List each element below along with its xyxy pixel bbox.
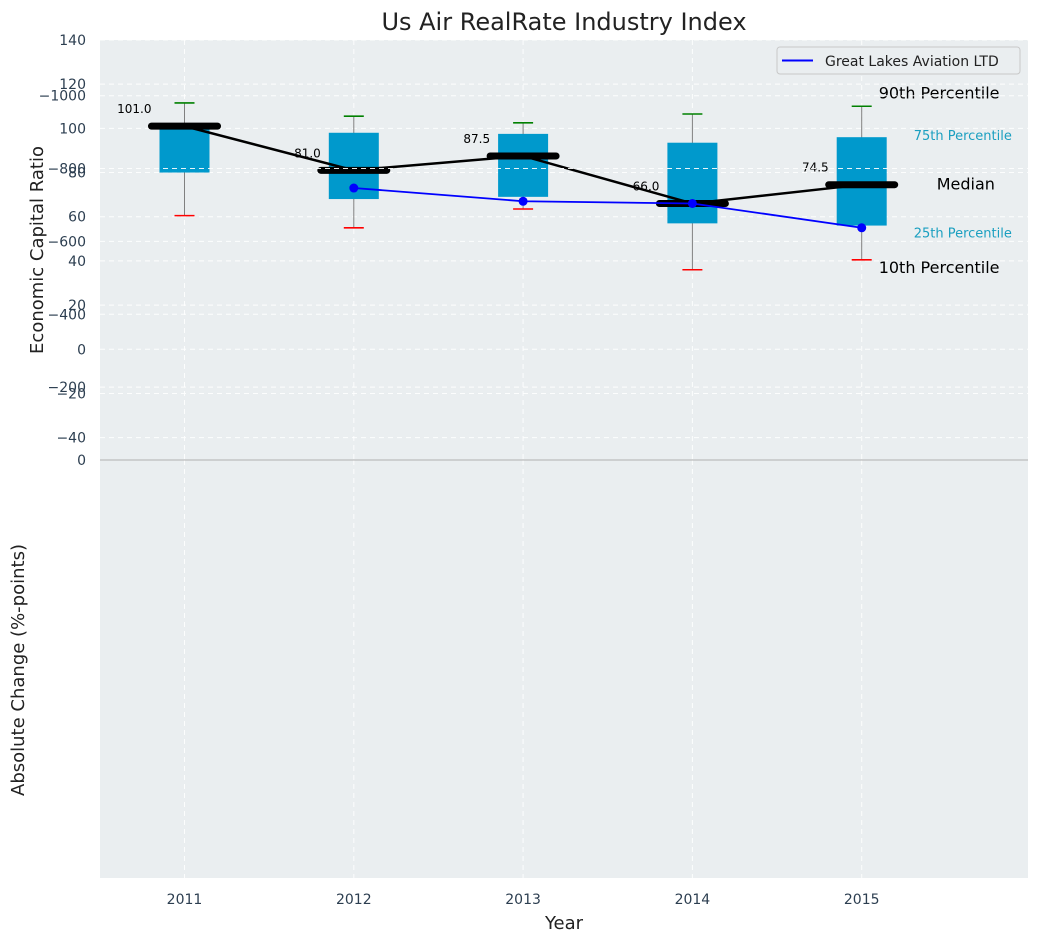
x-tick-label: 2013 [505,892,541,908]
series-point-great-lakes [687,198,697,208]
top-y-tick-label: 120 [59,77,86,93]
bottom-y-tick-label: −800 [48,162,86,178]
median-value-label: 101.0 [117,102,151,116]
label-90th-percentile: 90th Percentile [879,83,1000,102]
bottom-y-tick-label: −600 [48,234,86,250]
x-axis-title: Year [544,913,584,934]
top-y-axis-title: Economic Capital Ratio [27,146,48,354]
bottom-y-axis-title: Absolute Change (%-points) [8,544,29,796]
iqr-box [498,133,549,197]
median-value-label: 66.0 [633,179,660,193]
bottom-y-ticks: 0−200−400−600−800−1000 [39,89,86,469]
top-y-tick-label: 0 [77,342,86,358]
bottom-plot-background [100,460,1028,878]
label-75th-percentile: 75th Percentile [914,129,1012,144]
bottom-y-tick-label: −400 [48,307,86,323]
top-y-tick-label: 100 [59,121,86,137]
top-y-tick-label: 140 [59,33,86,49]
x-tick-label: 2015 [844,892,880,908]
top-panel: 140 120 100 80 60 40 20 0 −20 −40 101.0 81.0 87.5 66… [27,33,1028,460]
top-y-tick-label: −40 [56,431,86,447]
legend-label-great-lakes: Great Lakes Aviation LTD [825,54,999,70]
series-point-great-lakes [349,183,359,193]
bottom-panel: 0−200−400−600−800−1000 2011 2012 2013 2014 2… [8,89,1028,934]
bottom-gridlines [100,95,1028,878]
label-median: Median [937,175,995,194]
top-y-ticks: 140 120 100 80 60 40 20 0 −20 −40 [56,33,86,447]
series-line-great-lakes [353,187,862,229]
top-y-tick-label: 80 [68,166,86,182]
bottom-y-tick-label: 0 [77,453,86,469]
iqr-box [667,142,718,224]
top-plot-background [100,40,1028,460]
series-point-great-lakes [518,196,528,206]
bottom-y-tick-label: −1000 [39,89,86,105]
x-tick-label: 2014 [675,892,711,908]
x-tick-label: 2011 [167,892,203,908]
bottom-y-tick-label: −200 [48,380,86,396]
median-value-label: 81.0 [294,146,321,160]
legend-frame [776,46,1021,75]
x-ticks: 2011 2012 2013 2014 2015 [167,892,880,908]
median-value-label: 74.5 [802,161,829,175]
top-y-tick-label: 60 [68,210,86,226]
top-marks: 101.0 81.0 87.5 66.0 74.5 [117,102,899,271]
label-10th-percentile: 10th Percentile [879,258,1000,277]
label-25th-percentile: 25th Percentile [914,227,1012,242]
iqr-box [159,126,210,173]
top-y-tick-label: 40 [68,254,86,270]
top-y-tick-label: −20 [56,386,86,402]
x-tick-label: 2012 [336,892,372,908]
legend: Great Lakes Aviation LTD [776,46,1021,75]
top-gridlines [100,39,1028,460]
series-point-great-lakes [857,223,867,233]
top-y-tick-label: 20 [68,298,86,314]
median-value-label: 87.5 [463,132,490,146]
chart-title: Us Air RealRate Industry Index [381,8,746,36]
